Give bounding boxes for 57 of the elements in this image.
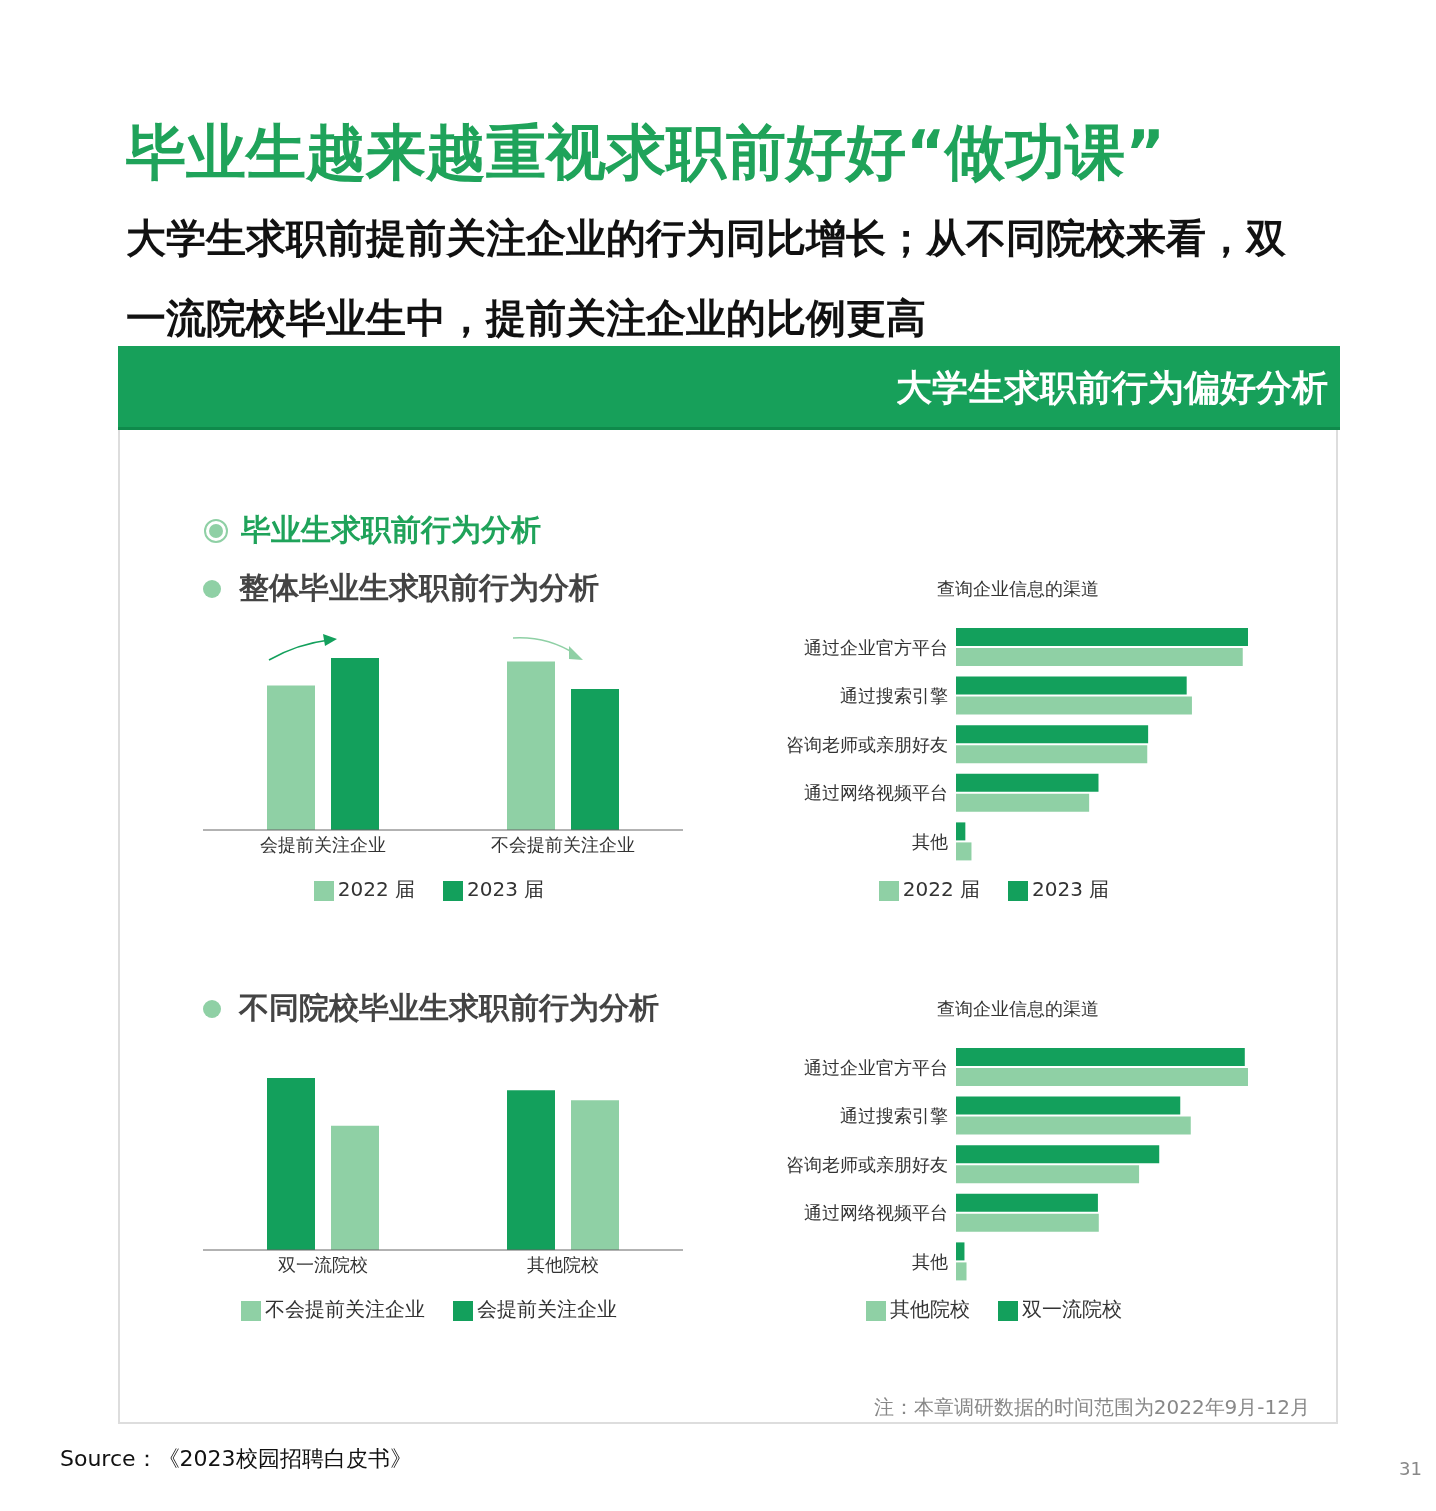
bar	[956, 1242, 965, 1261]
y-tick-label: 其他	[912, 1251, 948, 1273]
legend-label: 双一流院校	[1022, 1297, 1122, 1321]
bar	[956, 842, 972, 861]
bar	[267, 685, 315, 830]
y-tick-label: 通过搜索引擎	[840, 685, 948, 707]
text: 毕业生求职前行为分析	[241, 511, 541, 549]
y-tick-label: 其他	[912, 831, 948, 853]
bar	[267, 1078, 315, 1250]
source-note: Source：《2023校园招聘白皮书》	[60, 1445, 412, 1473]
legend-label: 会提前关注企业	[477, 1297, 617, 1321]
bar	[956, 628, 1248, 646]
bar	[956, 1096, 1181, 1115]
y-tick-label: 通过网络视频平台	[804, 1202, 948, 1224]
bar	[956, 745, 1148, 764]
bar	[956, 676, 1187, 695]
bar	[956, 1048, 1245, 1066]
chart-title: 整体毕业生求职前行为分析	[239, 569, 599, 607]
bar	[956, 696, 1192, 715]
y-tick-label: 通过搜索引擎	[840, 1105, 948, 1127]
legend-label: 2022 届	[337, 877, 415, 901]
bar	[956, 1145, 1160, 1164]
legend-label: 2023 届	[1032, 877, 1110, 901]
bar	[956, 1068, 1248, 1086]
y-tick-label: 通过企业官方平台	[804, 636, 948, 658]
bar	[956, 1116, 1191, 1135]
bar	[956, 1165, 1140, 1184]
legend-label: 其他院校	[890, 1297, 970, 1321]
legend-label: 2022 届	[902, 877, 980, 901]
bar	[956, 773, 1099, 792]
bar	[956, 725, 1149, 744]
bar	[507, 661, 555, 830]
legend-label: 不会提前关注企业	[265, 1297, 425, 1321]
bar	[571, 1100, 619, 1250]
text: 31	[1399, 1458, 1422, 1479]
bar	[331, 658, 379, 830]
bar	[956, 648, 1243, 666]
y-tick-label: 通过网络视频平台	[804, 782, 948, 804]
bar	[956, 1262, 967, 1281]
bar	[571, 688, 619, 830]
bar	[956, 1193, 1098, 1212]
chart-title: 不同院校毕业生求职前行为分析	[239, 989, 659, 1027]
y-tick-label: 咨询老师或亲朋好友	[786, 733, 948, 755]
bar	[956, 793, 1090, 812]
text: 大学生求职前行为偏好分析	[896, 366, 1328, 410]
text: 毕业生越来越重视求职前好好“做功课”	[126, 116, 1165, 189]
text: 注：本章调研数据的时间范围为2022年9月-12月	[873, 1394, 1310, 1421]
bar	[331, 1125, 379, 1250]
chart-title: 查询企业信息的渠道	[936, 577, 1100, 601]
chart-title: 查询企业信息的渠道	[936, 997, 1100, 1021]
bar	[956, 1213, 1099, 1232]
y-tick-label: 通过企业官方平台	[804, 1056, 948, 1078]
text: 大学生求职前提前关注企业的行为同比增长；从不同院校来看，双一流院校毕业生中，提前关注企业的比例更高	[126, 214, 1287, 343]
bar	[507, 1090, 555, 1250]
bar	[956, 822, 966, 841]
legend-label: 2023 届	[467, 877, 545, 901]
y-tick-label: 咨询老师或亲朋好友	[786, 1153, 948, 1175]
